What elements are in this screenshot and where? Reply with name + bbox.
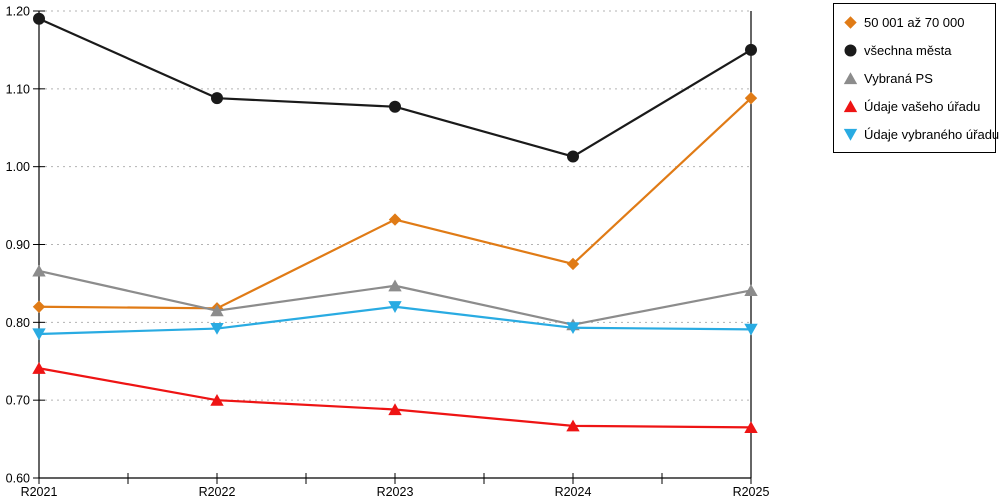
x-tick-label: R2021 <box>21 485 58 499</box>
data-point <box>33 12 45 25</box>
y-tick-label: 1.20 <box>6 5 30 19</box>
data-point <box>744 421 758 433</box>
data-point <box>389 100 401 113</box>
x-tick-label: R2025 <box>733 485 770 499</box>
legend-label: Údaje vašeho úřadu <box>864 98 981 114</box>
data-point <box>388 301 402 313</box>
triangle-down-marker-icon <box>843 128 858 141</box>
data-point <box>388 213 402 226</box>
data-point <box>745 43 757 56</box>
data-point <box>566 257 580 271</box>
data-point <box>210 393 224 406</box>
x-tick-label: R2023 <box>377 485 414 499</box>
triangle-up-marker-icon <box>843 71 858 84</box>
data-point <box>211 92 223 105</box>
data-point <box>32 362 46 374</box>
series-line-triangle-up <box>37 269 753 326</box>
data-point <box>744 91 758 105</box>
diamond-marker-icon <box>844 15 857 29</box>
legend-item: Vybraná PS <box>843 71 995 86</box>
x-tick-label: R2022 <box>199 485 236 499</box>
x-tick-label: R2024 <box>555 485 592 499</box>
legend-label: 50 001 až 70 000 <box>864 14 965 30</box>
series-line-triangle-up <box>37 367 753 429</box>
legend-item: Údaje vašeho úřadu <box>843 99 995 114</box>
data-point <box>566 419 580 432</box>
circle-marker-icon <box>844 44 857 56</box>
y-tick-label: 0.90 <box>6 238 30 252</box>
data-point <box>32 264 46 277</box>
y-tick-label: 1.00 <box>6 160 30 174</box>
legend-item: 50 001 až 70 000 <box>843 15 995 30</box>
data-point <box>32 328 46 341</box>
data-point <box>744 284 758 297</box>
triangle-up-marker-icon <box>843 99 858 112</box>
y-tick-label: 0.80 <box>6 316 30 330</box>
data-point <box>210 322 224 335</box>
data-point <box>388 403 402 416</box>
legend-label: Údaje vybraného úřadu <box>864 126 1000 142</box>
legend-item: Údaje vybraného úřadu <box>843 127 999 142</box>
series-line-circle <box>37 17 753 158</box>
data-point <box>566 322 580 334</box>
y-tick-label: 0.60 <box>6 472 30 486</box>
data-point <box>567 150 579 163</box>
legend: 50 001 až 70 000 všechna města Vybraná PS Ú… <box>833 3 999 153</box>
series-line-diamond <box>37 97 753 310</box>
data-point <box>210 304 224 317</box>
data-point <box>388 279 402 292</box>
legend-label: Vybraná PS <box>864 70 933 86</box>
legend-label: všechna města <box>864 42 952 58</box>
data-point <box>32 300 46 313</box>
y-tick-label: 1.10 <box>6 82 30 96</box>
data-point <box>744 323 758 336</box>
y-tick-label: 0.70 <box>6 394 30 408</box>
legend-item: všechna města <box>843 43 995 58</box>
